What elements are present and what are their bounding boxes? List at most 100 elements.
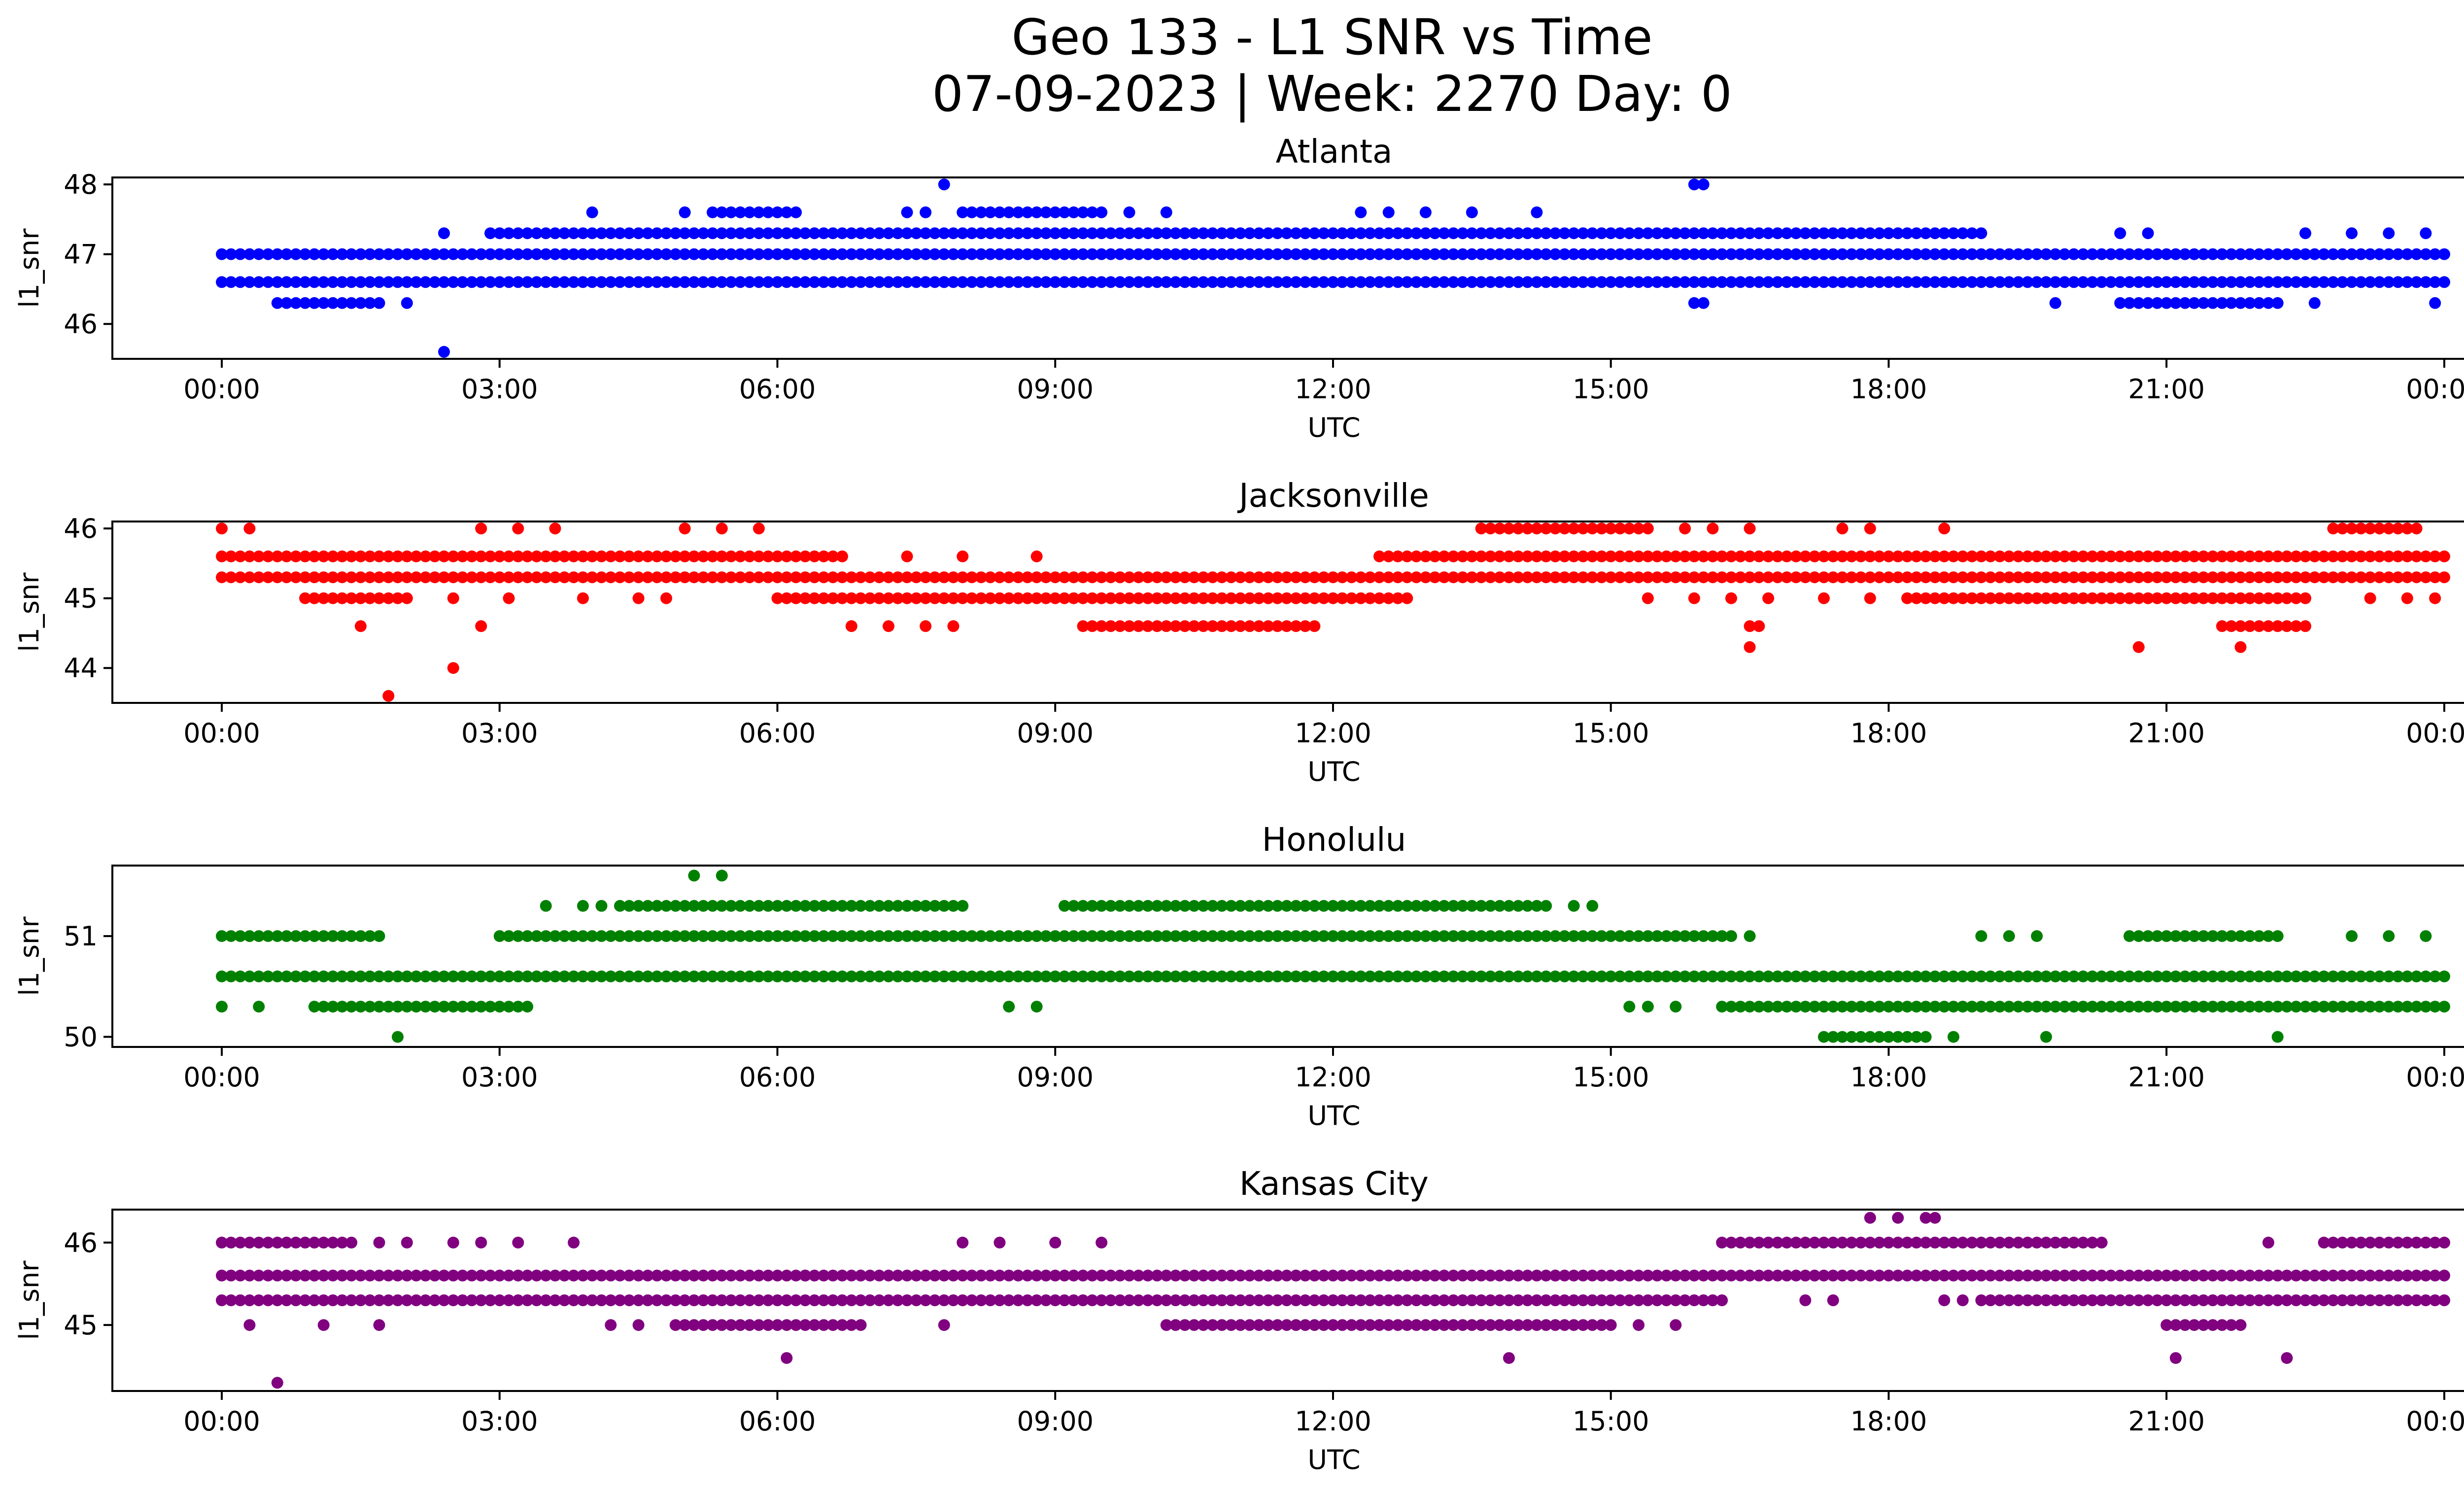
data-point	[1521, 1294, 1534, 1306]
data-point	[2077, 1294, 2089, 1306]
data-point	[2142, 592, 2154, 604]
data-point	[1494, 276, 1506, 288]
data-point	[2123, 1269, 2136, 1282]
data-point	[1327, 248, 1339, 260]
data-point	[1169, 1319, 1182, 1331]
data-point	[1790, 227, 1802, 240]
data-point	[1355, 1319, 1367, 1331]
data-point	[855, 970, 867, 982]
data-point	[1364, 900, 1376, 912]
data-point	[734, 227, 747, 240]
data-point	[1290, 620, 1302, 632]
data-point	[1253, 571, 1265, 584]
data-point	[1382, 248, 1395, 260]
data-point	[234, 1269, 246, 1282]
data-point	[2197, 1001, 2210, 1013]
data-point	[1012, 592, 1025, 604]
data-point	[1688, 276, 1700, 288]
data-point	[808, 1294, 821, 1306]
data-point	[327, 1294, 339, 1306]
data-point	[845, 900, 857, 912]
data-point	[1753, 248, 1765, 260]
data-point	[781, 1319, 793, 1331]
data-point	[1642, 550, 1654, 562]
data-point	[1929, 227, 1941, 240]
data-point	[2058, 276, 2071, 288]
data-point	[568, 1294, 580, 1306]
data-point	[1253, 900, 1265, 912]
data-point	[1225, 930, 1237, 942]
data-point	[512, 1001, 524, 1013]
data-point	[2364, 592, 2376, 604]
data-point	[1716, 248, 1728, 260]
x-tick-label: 00:00	[2406, 1062, 2464, 1093]
data-point	[1373, 1294, 1385, 1306]
data-point	[2207, 550, 2219, 562]
data-point	[1308, 1319, 1321, 1331]
data-point	[1577, 227, 1589, 240]
data-point	[938, 900, 950, 912]
data-point	[855, 900, 867, 912]
data-point	[2271, 1294, 2284, 1306]
data-point	[957, 248, 969, 260]
data-point	[1012, 1269, 1025, 1282]
data-point	[799, 1294, 811, 1306]
data-point	[2188, 1001, 2200, 1013]
data-point	[623, 1294, 635, 1306]
data-point	[2438, 276, 2450, 288]
data-point	[2364, 522, 2376, 535]
data-point	[679, 227, 691, 240]
data-point	[836, 1294, 848, 1306]
data-point	[2429, 970, 2441, 982]
data-point	[2086, 1294, 2098, 1306]
data-point	[993, 248, 1006, 260]
data-point	[2281, 970, 2293, 982]
data-point	[966, 970, 978, 982]
data-point	[401, 571, 413, 584]
data-point	[2262, 1294, 2274, 1306]
data-point	[410, 1269, 422, 1282]
data-point	[373, 571, 385, 584]
data-point	[744, 206, 756, 218]
data-point	[734, 1319, 747, 1331]
data-point	[836, 900, 848, 912]
data-point	[1475, 571, 1487, 584]
data-point	[1355, 276, 1367, 288]
axes-frame	[111, 1209, 2464, 1392]
data-point	[1077, 900, 1089, 912]
data-point	[216, 248, 228, 260]
data-point	[1049, 571, 1061, 584]
data-point	[1142, 276, 1154, 288]
data-point	[503, 571, 515, 584]
data-point	[1049, 592, 1061, 604]
data-point	[1799, 276, 1812, 288]
data-point	[1021, 592, 1033, 604]
data-point	[929, 592, 941, 604]
data-point	[1596, 571, 1608, 584]
data-point	[1308, 970, 1321, 982]
data-point	[2132, 571, 2145, 584]
data-point	[308, 970, 320, 982]
data-point	[234, 248, 246, 260]
data-point	[243, 1294, 256, 1306]
data-point	[614, 900, 626, 912]
data-point	[1132, 1269, 1145, 1282]
data-point	[1503, 1319, 1515, 1331]
data-point	[799, 276, 811, 288]
data-point	[1438, 227, 1450, 240]
data-point	[290, 1294, 302, 1306]
data-point	[660, 550, 672, 562]
data-point	[632, 276, 645, 288]
data-point	[2401, 248, 2413, 260]
data-point	[660, 592, 672, 604]
data-point	[1780, 1269, 1793, 1282]
data-point	[1392, 248, 1404, 260]
data-point	[1633, 1269, 1645, 1282]
data-point	[2086, 1001, 2098, 1013]
data-point	[762, 227, 774, 240]
data-point	[993, 1294, 1006, 1306]
data-point	[2142, 1269, 2154, 1282]
data-point	[1846, 1269, 1858, 1282]
data-point	[2031, 571, 2043, 584]
data-point	[947, 227, 959, 240]
